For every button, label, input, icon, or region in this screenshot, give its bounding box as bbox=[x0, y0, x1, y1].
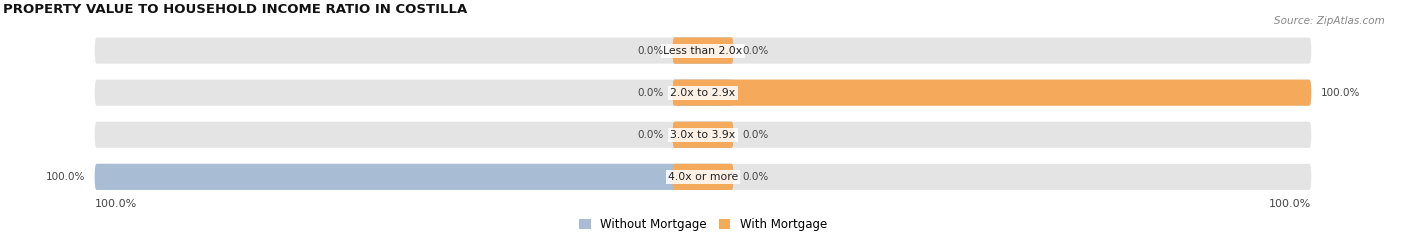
FancyBboxPatch shape bbox=[94, 164, 734, 190]
FancyBboxPatch shape bbox=[672, 38, 734, 64]
Text: 0.0%: 0.0% bbox=[742, 172, 769, 182]
FancyBboxPatch shape bbox=[94, 122, 1312, 148]
Text: 3.0x to 3.9x: 3.0x to 3.9x bbox=[671, 130, 735, 140]
Text: 0.0%: 0.0% bbox=[742, 46, 769, 55]
Text: Source: ZipAtlas.com: Source: ZipAtlas.com bbox=[1274, 16, 1385, 26]
Legend: Without Mortgage, With Mortgage: Without Mortgage, With Mortgage bbox=[579, 218, 827, 231]
Text: 0.0%: 0.0% bbox=[637, 46, 664, 55]
FancyBboxPatch shape bbox=[94, 80, 1312, 106]
Text: Less than 2.0x: Less than 2.0x bbox=[664, 46, 742, 55]
FancyBboxPatch shape bbox=[94, 164, 1312, 190]
FancyBboxPatch shape bbox=[672, 80, 734, 106]
FancyBboxPatch shape bbox=[94, 38, 1312, 64]
Text: 0.0%: 0.0% bbox=[742, 130, 769, 140]
FancyBboxPatch shape bbox=[672, 122, 734, 148]
FancyBboxPatch shape bbox=[672, 164, 734, 190]
Text: 100.0%: 100.0% bbox=[1270, 199, 1312, 209]
Text: 0.0%: 0.0% bbox=[637, 130, 664, 140]
FancyBboxPatch shape bbox=[672, 80, 1312, 106]
Text: 100.0%: 100.0% bbox=[94, 199, 136, 209]
Text: 100.0%: 100.0% bbox=[1320, 88, 1360, 98]
Text: 0.0%: 0.0% bbox=[637, 88, 664, 98]
FancyBboxPatch shape bbox=[672, 38, 734, 64]
Text: 4.0x or more: 4.0x or more bbox=[668, 172, 738, 182]
Text: 100.0%: 100.0% bbox=[46, 172, 86, 182]
Text: 2.0x to 2.9x: 2.0x to 2.9x bbox=[671, 88, 735, 98]
Text: PROPERTY VALUE TO HOUSEHOLD INCOME RATIO IN COSTILLA: PROPERTY VALUE TO HOUSEHOLD INCOME RATIO… bbox=[3, 3, 468, 17]
FancyBboxPatch shape bbox=[672, 122, 734, 148]
